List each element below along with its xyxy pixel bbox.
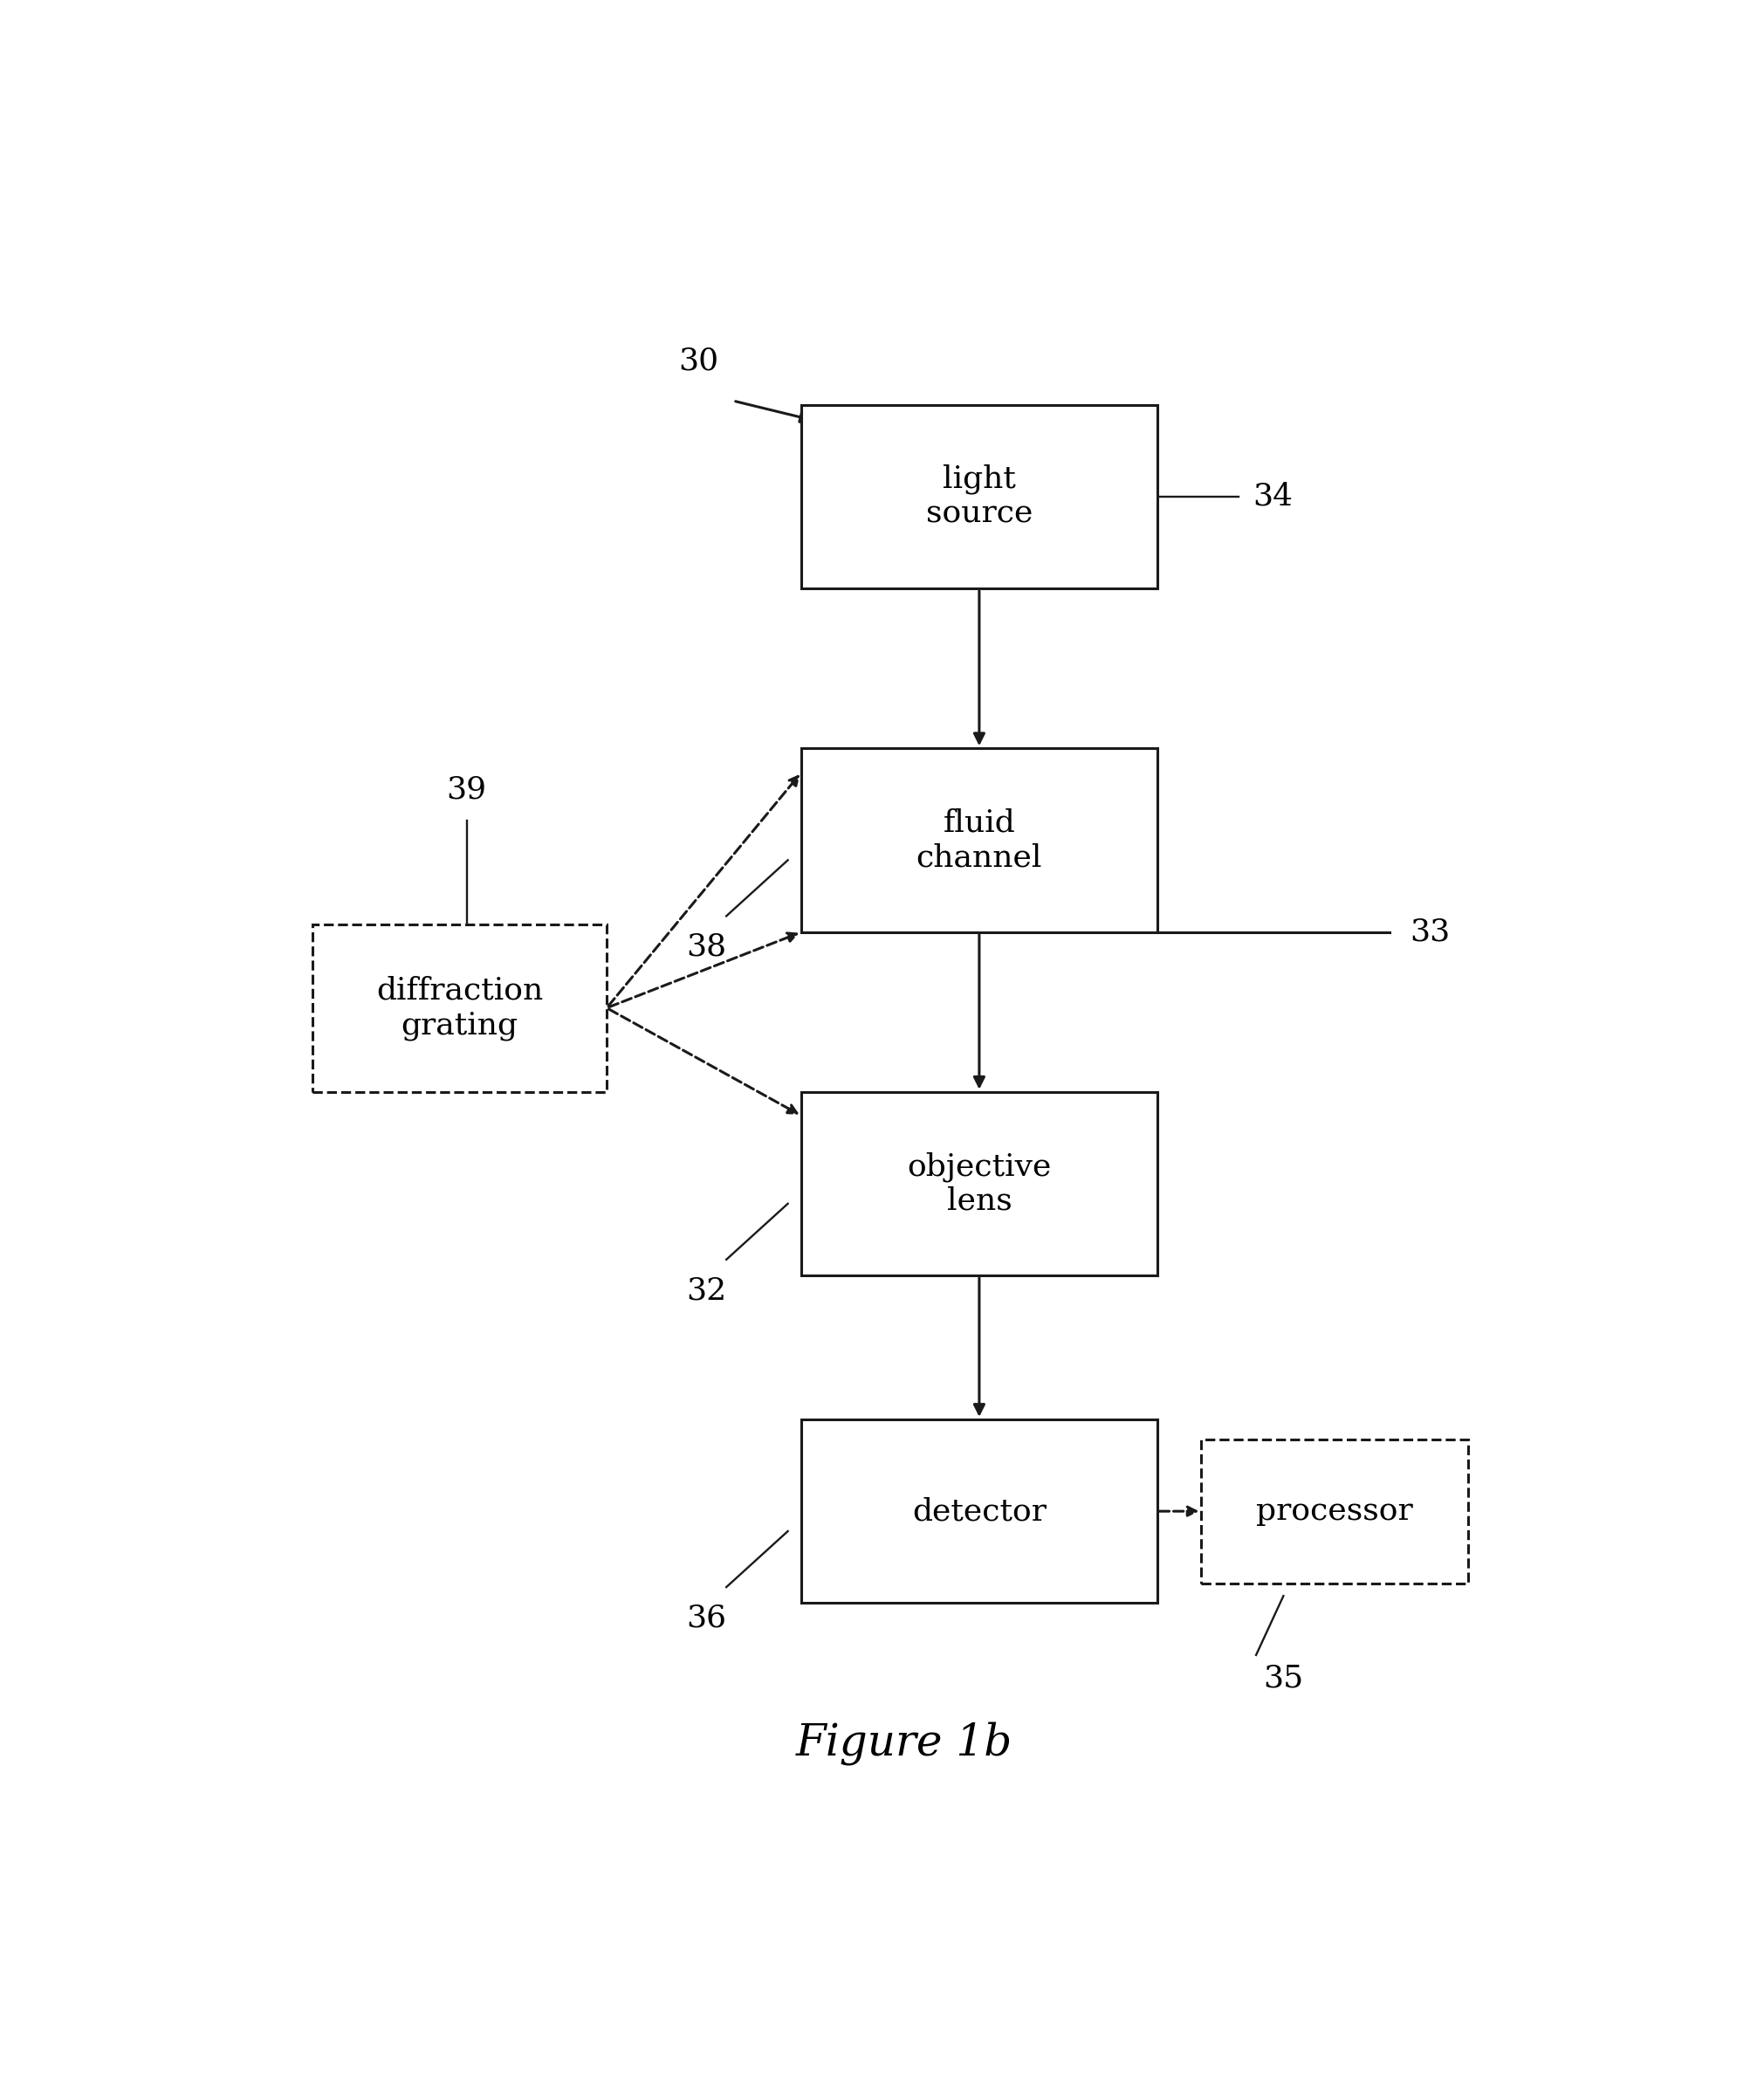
Text: 32: 32 xyxy=(686,1276,727,1305)
Text: 36: 36 xyxy=(686,1604,727,1633)
FancyBboxPatch shape xyxy=(312,923,607,1091)
Text: 34: 34 xyxy=(1252,481,1293,513)
Text: diffraction
grating: diffraction grating xyxy=(376,975,543,1040)
FancyBboxPatch shape xyxy=(1201,1440,1468,1583)
FancyBboxPatch shape xyxy=(801,1419,1157,1604)
Text: objective
lens: objective lens xyxy=(907,1152,1051,1216)
Text: Figure 1b: Figure 1b xyxy=(796,1720,1013,1764)
Text: processor: processor xyxy=(1256,1496,1413,1525)
Text: 30: 30 xyxy=(679,347,718,376)
FancyBboxPatch shape xyxy=(801,1091,1157,1276)
FancyBboxPatch shape xyxy=(801,749,1157,932)
Text: 38: 38 xyxy=(686,932,727,961)
Text: fluid
channel: fluid channel xyxy=(916,807,1043,871)
Text: light
source: light source xyxy=(926,465,1032,529)
Text: 33: 33 xyxy=(1409,917,1450,946)
FancyBboxPatch shape xyxy=(801,405,1157,589)
Text: 39: 39 xyxy=(446,774,487,805)
Text: 35: 35 xyxy=(1263,1662,1304,1693)
Text: detector: detector xyxy=(912,1496,1046,1525)
